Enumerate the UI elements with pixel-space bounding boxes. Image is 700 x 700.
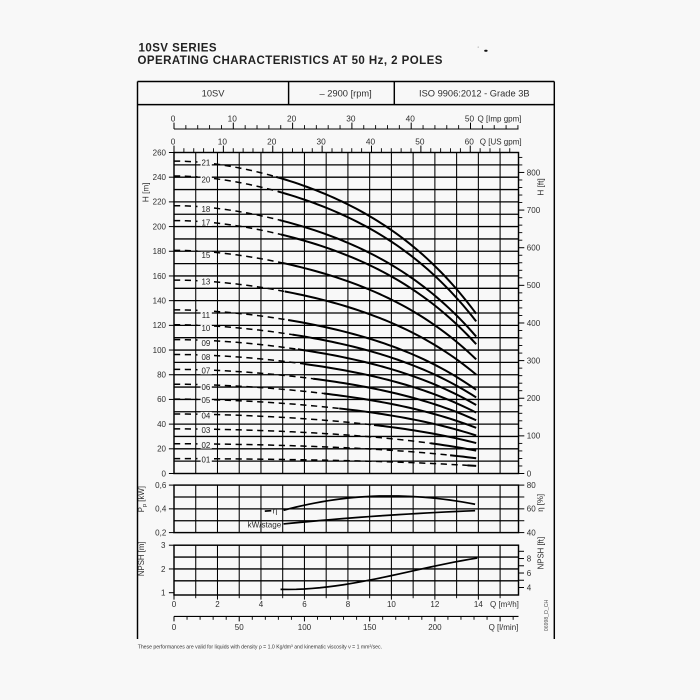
svg-text:03: 03 <box>202 426 211 435</box>
svg-text:100: 100 <box>298 623 312 632</box>
svg-text:0: 0 <box>172 623 177 632</box>
svg-text:10: 10 <box>218 136 228 146</box>
svg-text:20: 20 <box>157 445 166 454</box>
svg-text:4: 4 <box>527 583 532 592</box>
svg-text:200: 200 <box>153 222 167 231</box>
svg-text:09: 09 <box>202 339 211 348</box>
svg-text:13: 13 <box>202 278 211 287</box>
svg-text:180: 180 <box>153 247 167 256</box>
svg-text:240: 240 <box>153 173 167 182</box>
svg-text:6: 6 <box>302 600 307 609</box>
svg-text:800: 800 <box>527 168 541 177</box>
svg-text:kW/stage: kW/stage <box>248 521 282 530</box>
svg-text:Pp [kW]: Pp [kW] <box>137 486 148 512</box>
svg-text:8: 8 <box>346 600 351 609</box>
svg-text:07: 07 <box>202 367 211 376</box>
svg-text:300: 300 <box>527 356 541 365</box>
svg-text:20: 20 <box>267 136 277 146</box>
svg-text:3: 3 <box>161 541 166 550</box>
svg-text:2: 2 <box>161 565 166 574</box>
svg-text:21: 21 <box>202 159 211 168</box>
svg-text:OPERATING CHARACTERISTICS AT 5: OPERATING CHARACTERISTICS AT 50 Hz, 2 PO… <box>138 55 443 67</box>
svg-text:20: 20 <box>287 113 297 123</box>
svg-text:0: 0 <box>171 113 176 123</box>
svg-text:NPSH [ft]: NPSH [ft] <box>537 537 546 570</box>
svg-text:04: 04 <box>202 411 211 420</box>
svg-text:2: 2 <box>215 600 220 609</box>
svg-text:0: 0 <box>172 600 177 609</box>
svg-text:Q [Imp gpm]: Q [Imp gpm] <box>478 114 522 123</box>
svg-text:0,2: 0,2 <box>155 528 167 537</box>
svg-text:0: 0 <box>162 469 167 478</box>
svg-text:120: 120 <box>153 321 167 330</box>
svg-text:40: 40 <box>527 528 536 537</box>
svg-text:4: 4 <box>259 600 264 609</box>
svg-text:– 2900 [rpm]: – 2900 [rpm] <box>320 88 372 98</box>
svg-text:10SV SERIES: 10SV SERIES <box>139 42 217 54</box>
svg-text:60: 60 <box>157 395 166 404</box>
svg-text:11: 11 <box>202 311 210 320</box>
svg-text:These performances are valid f: These performances are valid for liquids… <box>138 644 382 650</box>
svg-text:400: 400 <box>527 319 541 328</box>
svg-text:14: 14 <box>474 600 483 609</box>
svg-text:10: 10 <box>228 113 238 123</box>
svg-text:17: 17 <box>202 218 211 227</box>
svg-text:ISO 9906:2012 - Grade 3B: ISO 9906:2012 - Grade 3B <box>419 88 530 98</box>
svg-text:40: 40 <box>157 420 166 429</box>
svg-text:12: 12 <box>430 600 439 609</box>
svg-text:10: 10 <box>202 324 211 333</box>
svg-text:200: 200 <box>527 394 541 403</box>
svg-text:6: 6 <box>527 569 532 578</box>
svg-text:15: 15 <box>202 251 211 260</box>
svg-text:260: 260 <box>153 148 167 157</box>
svg-text:40: 40 <box>406 113 416 123</box>
svg-text:0: 0 <box>527 469 532 478</box>
svg-text:0,6: 0,6 <box>155 481 167 490</box>
svg-text:1: 1 <box>161 589 166 598</box>
svg-text:08: 08 <box>202 353 211 362</box>
svg-text:140: 140 <box>153 296 167 305</box>
svg-text:06: 06 <box>202 383 211 392</box>
svg-text:50: 50 <box>415 136 425 146</box>
svg-text:30: 30 <box>317 136 327 146</box>
svg-text:50: 50 <box>235 623 244 632</box>
svg-text:10SV: 10SV <box>202 88 226 98</box>
svg-text:10: 10 <box>387 600 396 609</box>
svg-text:40: 40 <box>366 136 376 146</box>
svg-text:700: 700 <box>527 206 541 215</box>
svg-text:8: 8 <box>527 554 532 563</box>
svg-text:η: η <box>273 505 278 515</box>
svg-text:600: 600 <box>527 244 541 253</box>
svg-text:30: 30 <box>346 113 356 123</box>
svg-text:06998_D_CH: 06998_D_CH <box>544 599 550 631</box>
svg-text:80: 80 <box>527 481 536 490</box>
svg-text:160: 160 <box>153 272 167 281</box>
svg-text:05: 05 <box>202 396 211 405</box>
svg-text:18: 18 <box>202 205 211 214</box>
svg-text:100: 100 <box>527 432 541 441</box>
svg-text:Q [US gpm]: Q [US gpm] <box>480 137 522 146</box>
svg-text:20: 20 <box>202 176 211 185</box>
svg-text:H [m]: H [m] <box>142 183 151 203</box>
svg-text:01: 01 <box>202 455 211 464</box>
svg-text:H [ft]: H [ft] <box>537 178 546 195</box>
svg-text:0,4: 0,4 <box>155 505 167 514</box>
svg-text:500: 500 <box>527 281 541 290</box>
svg-text:60: 60 <box>465 136 475 146</box>
svg-text:60: 60 <box>527 505 536 514</box>
svg-text:NPSH [m]: NPSH [m] <box>137 541 146 576</box>
svg-text:100: 100 <box>153 346 167 355</box>
svg-text:80: 80 <box>157 371 166 380</box>
svg-text:200: 200 <box>428 623 442 632</box>
svg-text:150: 150 <box>363 623 377 632</box>
svg-text:Q [m³/h]: Q [m³/h] <box>490 600 519 609</box>
svg-text:0: 0 <box>171 136 176 146</box>
svg-text:220: 220 <box>153 198 167 207</box>
svg-text:η [%]: η [%] <box>536 494 545 512</box>
svg-text:02: 02 <box>202 441 211 450</box>
svg-text:50: 50 <box>465 113 475 123</box>
svg-text:Q [l/min]: Q [l/min] <box>489 623 519 632</box>
